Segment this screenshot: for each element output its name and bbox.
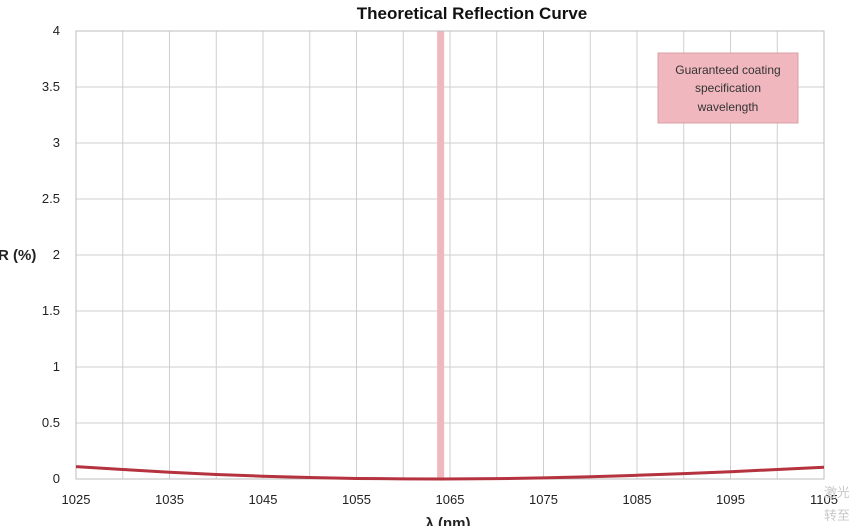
spec-annotation-box: Guaranteed coating specification wavelen… (657, 52, 799, 124)
y-tick-label: 1 (53, 359, 60, 374)
x-tick-label: 1105 (810, 492, 838, 507)
chart-title: Theoretical Reflection Curve (357, 4, 588, 23)
y-tick-label: 2.5 (42, 191, 60, 206)
watermark-line-2: 转至 (824, 509, 849, 524)
y-axis-label: R (%) (0, 247, 36, 264)
x-tick-label: 1075 (529, 492, 558, 507)
specification-wavelength-band (437, 31, 445, 479)
x-tick-label: 1085 (623, 492, 652, 507)
annotation-background (657, 52, 799, 124)
x-tick-label: 1045 (249, 492, 278, 507)
watermark-line-1: 激光 (824, 486, 849, 501)
series-line (75, 465, 825, 481)
y-tick-label: 3 (53, 135, 60, 150)
x-tick-label: 1035 (155, 492, 184, 507)
y-tick-label: 2 (53, 247, 60, 262)
annotation-line-1: Guaranteed coating (675, 63, 780, 77)
y-tick-label: 4 (53, 23, 60, 38)
annotation-line-3: wavelength (697, 100, 759, 114)
y-tick-label: 3.5 (42, 79, 60, 94)
x-tick-label: 1055 (342, 492, 371, 507)
y-tick-label: 0.5 (42, 415, 60, 430)
y-tick-labels: 0 0.5 1 1.5 2 2.5 3 3.5 4 (42, 23, 60, 486)
y-tick-label: 1.5 (42, 303, 60, 318)
annotation-line-2: specification (695, 81, 761, 95)
x-tick-labels: 1025 1035 1045 1055 1065 1075 1085 1095 1105 (62, 492, 838, 507)
y-tick-label: 0 (53, 471, 60, 486)
x-tick-label: 1065 (436, 492, 465, 507)
x-axis-label: λ (nm) (426, 515, 471, 526)
x-tick-label: 1095 (716, 492, 745, 507)
x-tick-label: 1025 (62, 492, 91, 507)
